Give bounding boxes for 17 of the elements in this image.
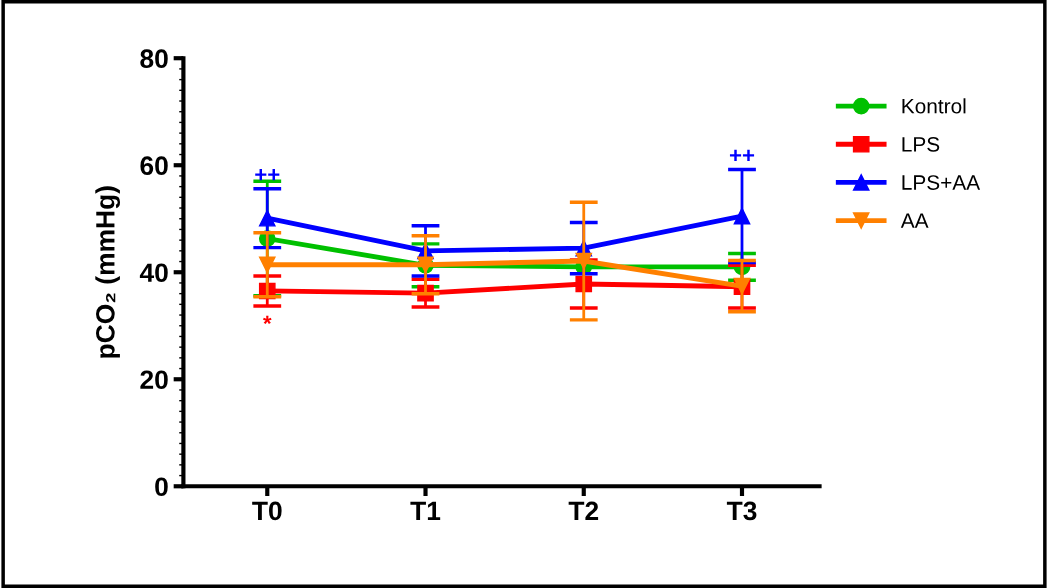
y-tick-label: 80	[140, 49, 168, 69]
x-tick-label: T3	[726, 501, 757, 521]
legend-label: LPS	[902, 136, 940, 152]
annotation: ++	[255, 168, 280, 181]
legend-label: Kontrol	[902, 98, 966, 114]
x-tick-label: T1	[410, 501, 441, 520]
y-tick-label: 0	[155, 477, 168, 497]
y-tick-label: 60	[140, 156, 168, 176]
legend-label: LPS+AA	[902, 175, 981, 190]
x-tick-label: T0	[252, 501, 282, 521]
annotation: *	[263, 315, 272, 325]
y-axis-title: pCO₂ (mmHg)	[95, 186, 121, 358]
legend-label: AA	[900, 213, 929, 228]
y-tick-label: 20	[140, 370, 168, 390]
y-tick-label: 40	[139, 263, 168, 283]
x-tick-label: T2	[568, 501, 599, 520]
annotation: ++	[729, 149, 755, 162]
